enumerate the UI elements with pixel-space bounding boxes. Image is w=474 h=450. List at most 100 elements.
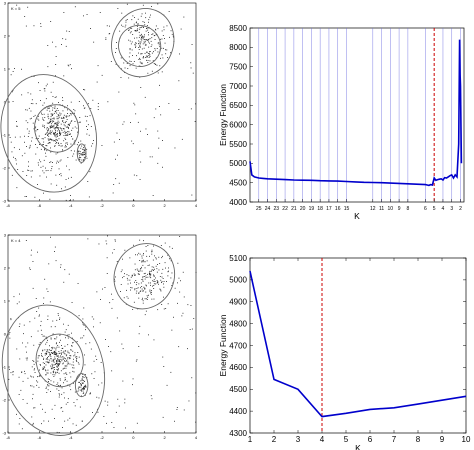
data-point (180, 28, 182, 30)
data-point (183, 16, 185, 18)
data-point (65, 144, 66, 146)
data-point (157, 281, 159, 283)
data-point (68, 133, 70, 135)
data-point (172, 282, 174, 284)
data-point (195, 421, 197, 423)
data-point (149, 272, 150, 274)
data-point (129, 279, 131, 281)
data-point (60, 128, 62, 130)
data-point (63, 373, 65, 375)
data-point (42, 144, 44, 146)
data-point (159, 106, 160, 107)
x-tick-label: 22 (282, 206, 288, 212)
data-point (50, 138, 52, 140)
data-point (138, 36, 140, 38)
data-point (92, 143, 94, 145)
data-point (54, 132, 55, 134)
data-point (126, 277, 128, 279)
data-point (109, 302, 111, 304)
data-point (55, 353, 57, 354)
data-point (47, 350, 49, 352)
data-point (77, 283, 79, 284)
data-point (51, 115, 53, 116)
data-point (51, 130, 53, 132)
data-point (138, 333, 140, 335)
data-point (47, 361, 48, 363)
data-point (41, 353, 42, 355)
data-point (129, 65, 131, 67)
data-point (148, 282, 150, 284)
data-point (93, 378, 95, 379)
data-point (56, 130, 58, 132)
data-point (16, 4, 18, 6)
data-point (87, 238, 89, 240)
data-point (27, 92, 29, 94)
data-point (92, 99, 94, 101)
data-point (16, 413, 17, 415)
data-point (50, 354, 51, 356)
cluster-ellipse (35, 333, 84, 388)
data-point (71, 364, 73, 366)
data-point (65, 355, 67, 357)
plot-frame (249, 27, 465, 203)
data-point (42, 119, 44, 120)
data-point (183, 409, 185, 411)
data-point (47, 45, 49, 46)
data-point (73, 382, 74, 384)
data-point (60, 113, 62, 115)
data-point (140, 27, 142, 28)
data-point (59, 127, 61, 129)
data-point (161, 71, 163, 73)
data-point (116, 132, 118, 134)
data-point (46, 288, 48, 290)
data-point (61, 353, 62, 355)
data-point (145, 246, 147, 247)
data-point (136, 21, 137, 23)
data-point (10, 318, 12, 320)
data-point (46, 122, 48, 124)
data-point (22, 171, 24, 172)
data-point (51, 347, 53, 349)
data-point (61, 145, 63, 147)
data-point (25, 25, 27, 27)
data-point (87, 103, 89, 105)
data-point (59, 112, 61, 114)
data-point (62, 357, 64, 359)
data-point (73, 367, 75, 369)
data-point (91, 316, 93, 318)
data-point (161, 38, 163, 40)
data-point (86, 14, 88, 15)
data-point (123, 276, 125, 277)
data-point (46, 83, 48, 85)
data-point (22, 342, 23, 344)
data-point (60, 355, 61, 357)
data-point (148, 21, 149, 23)
x-tick-label: 11 (379, 206, 384, 212)
data-point (60, 173, 62, 175)
data-point (11, 174, 13, 176)
data-point (59, 132, 60, 134)
data-point (64, 146, 66, 148)
data-point (130, 61, 132, 62)
data-point (84, 364, 86, 366)
data-point (155, 57, 157, 59)
data-point (86, 148, 88, 150)
data-point (98, 397, 100, 399)
data-point (59, 394, 60, 396)
x-tick-label: 2 (272, 435, 277, 444)
data-point (8, 378, 10, 380)
data-point (136, 30, 138, 32)
data-point (158, 42, 159, 44)
data-point (48, 139, 50, 141)
data-point (53, 126, 55, 128)
data-point (31, 140, 32, 142)
data-point (164, 262, 166, 264)
data-point (61, 352, 62, 354)
data-point (156, 268, 158, 270)
data-point (179, 53, 180, 55)
data-point (194, 121, 196, 122)
data-point (142, 254, 144, 256)
data-point (49, 132, 51, 134)
data-point (40, 325, 42, 327)
data-point (66, 119, 68, 120)
